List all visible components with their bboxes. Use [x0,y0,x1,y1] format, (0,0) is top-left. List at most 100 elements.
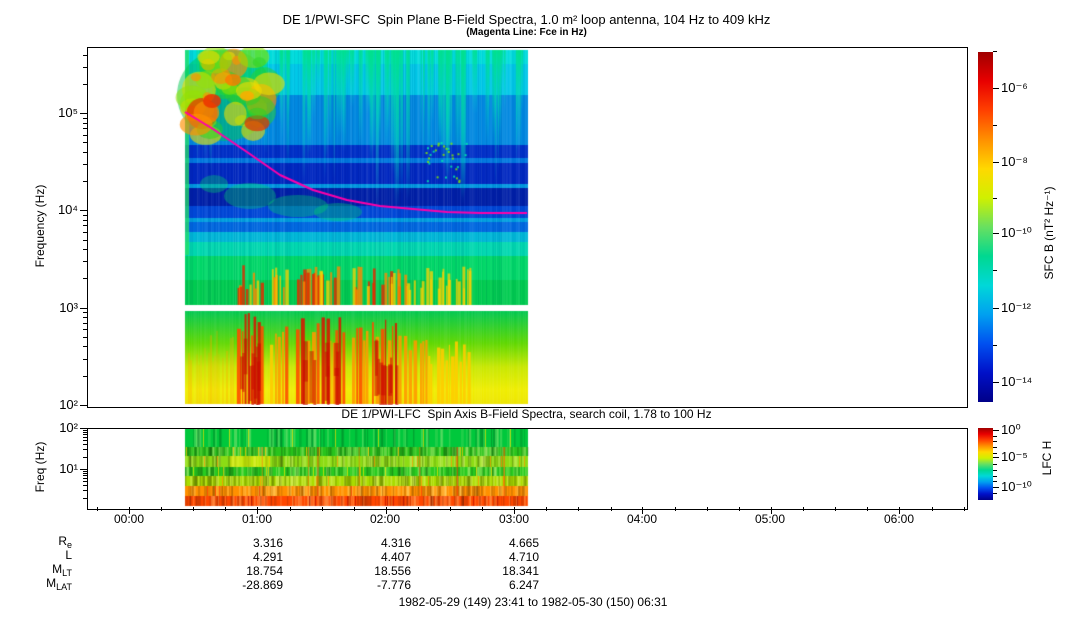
axis-tick [80,210,87,212]
mlat-label: M [46,576,57,590]
axis-tick [161,507,163,511]
axis-tick [993,430,999,431]
ephemeris-l-0300: 4.710 [508,550,539,564]
lfc-spectrogram [88,429,965,507]
axis-tick [450,507,451,511]
axis-tick [83,440,87,442]
ephemeris-re-0100: 3.316 [252,536,283,550]
axis-tick [257,507,259,514]
x-tick-label-0300: 03:00 [498,512,530,526]
axis-tick [80,405,87,406]
axis-tick [83,54,87,56]
axis-tick [83,163,87,165]
axis-tick [80,307,87,309]
axis-tick [899,507,901,514]
axis-tick [83,485,87,487]
axis-tick [83,83,87,85]
x-tick-label-0600: 06:00 [883,512,915,526]
axis-tick [83,249,87,251]
sfc-cbtick-1e-12: 10⁻¹² [1001,300,1031,315]
axis-tick [83,497,87,499]
axis-tick [83,336,87,338]
lfc-colorbar-label: LFC H [1040,440,1054,476]
ephemeris-l-0200: 4.407 [380,550,411,564]
axis-tick [83,231,87,233]
axis-tick [993,88,999,89]
axis-tick [83,278,87,280]
axis-tick [993,125,997,126]
ephemeris-row-label-re: Re [12,535,72,552]
mlat-sub: LAT [56,582,72,592]
axis-tick [83,346,87,348]
axis-tick [993,345,997,346]
sfc-y-axis-label: Frequency (Hz) [33,184,47,268]
axis-tick [993,447,997,449]
lfc-panel [87,428,968,510]
sfc-colorbar [978,52,993,402]
axis-tick [83,122,87,124]
re-label: R [58,534,67,548]
axis-tick [993,198,997,199]
axis-tick [993,487,999,488]
axis-tick [835,507,837,511]
sfc-ytick-1e3: 10³ [59,300,78,315]
axis-tick [993,452,997,454]
axis-tick [129,507,130,514]
axis-tick [83,475,87,477]
axis-tick [993,464,997,466]
axis-tick [578,507,580,511]
axis-tick [993,435,997,437]
lfc-colorbar [978,428,993,500]
mlt-sub: LT [62,568,72,578]
axis-tick [993,481,997,483]
ephemeris-mlt-0100: 18.754 [246,564,283,578]
re-sub: e [66,540,72,550]
axis-tick [83,261,87,263]
l-label: L [65,548,72,562]
axis-tick [83,181,87,183]
footer-time-range: 1982-05-29 (149) 23:41 to 1982-05-30 (15… [398,595,668,609]
ephemeris-row-label-l: L [12,549,72,566]
axis-tick [83,312,87,314]
axis-tick [83,478,87,480]
sfc-spectrogram [88,48,965,405]
axis-tick [83,214,87,216]
ephemeris-mlat-0100: -28.869 [242,578,283,592]
lfc-cbtick-1e-10: 10⁻¹⁰ [1001,479,1032,494]
axis-tick [353,507,355,511]
sfc-panel [87,47,968,408]
axis-tick [993,441,997,443]
axis-tick [83,444,87,446]
axis-tick [96,507,98,511]
axis-tick [83,472,87,474]
axis-tick [993,270,997,271]
axis-tick [546,507,548,511]
axis-tick [993,492,997,494]
axis-tick [770,507,772,514]
axis-tick [83,375,87,377]
axis-tick [610,507,612,511]
axis-tick [993,469,997,471]
axis-tick [993,475,997,477]
axis-tick [803,507,805,511]
axis-tick [83,317,87,319]
axis-tick [514,507,516,514]
sfc-ytick-1e4: 10⁴ [57,202,78,217]
sfc-cbtick-1e-14: 10⁻¹⁴ [1001,374,1033,389]
axis-tick [83,322,87,324]
axis-tick [417,507,419,511]
sfc-cbtick-1e-8: 10⁻⁸ [1001,154,1028,169]
axis-tick [80,428,87,429]
axis-tick [642,507,644,514]
axis-tick [80,113,87,115]
ephemeris-re-0300: 4.665 [508,536,539,550]
axis-tick [83,490,87,492]
ephemeris-mlt-0300: 18.341 [502,564,539,578]
axis-tick [674,507,676,511]
x-tick-label-0400: 04:00 [626,512,658,526]
axis-tick [993,233,999,234]
sfc-ytick-1e2: 10² [59,397,78,412]
axis-tick [83,470,87,472]
lfc-cbtick-1e0: 10⁰ [1001,422,1021,437]
axis-tick [993,457,999,458]
